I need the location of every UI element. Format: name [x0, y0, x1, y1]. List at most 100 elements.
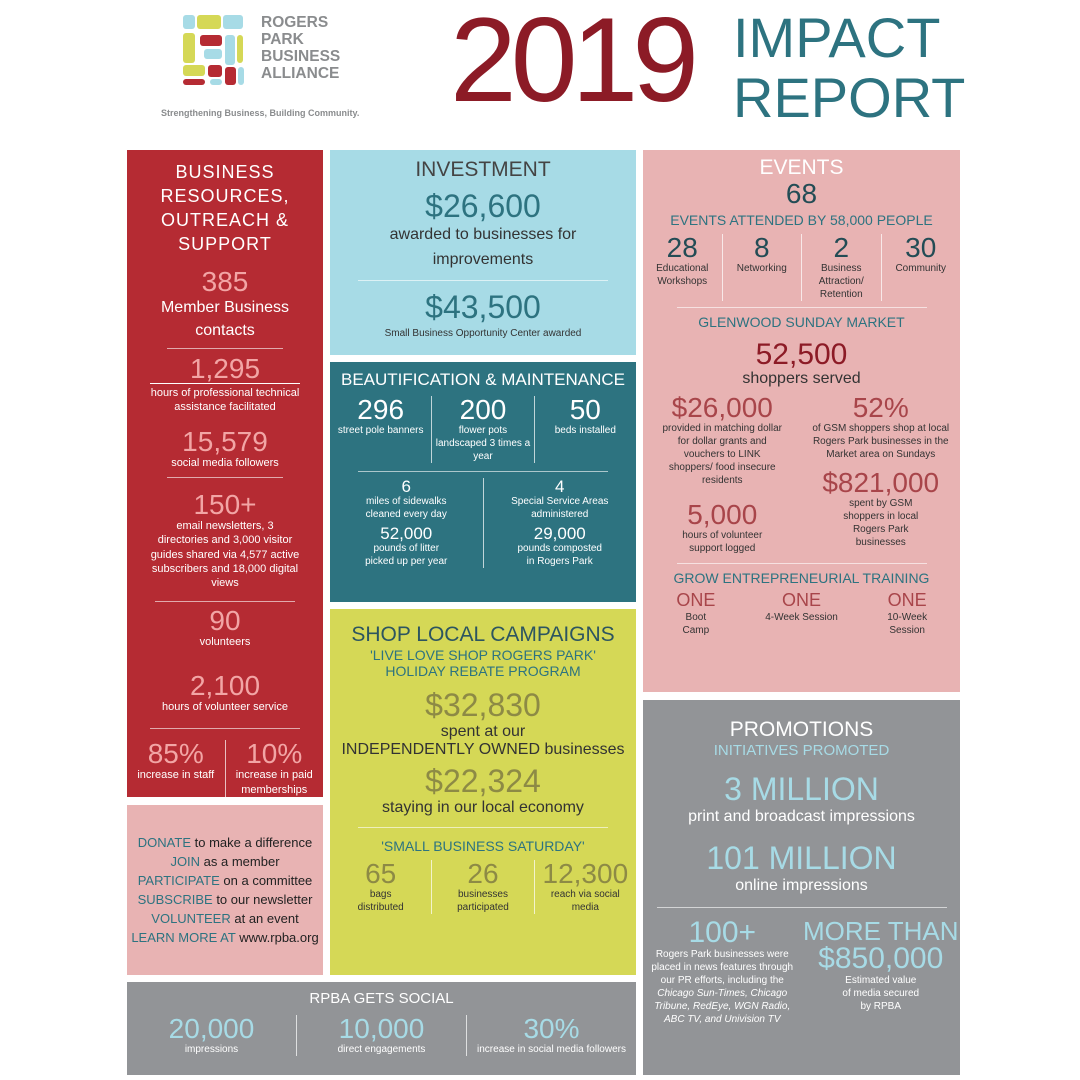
stat-label: hours of volunteer service — [162, 700, 288, 713]
investment-panel: INVESTMENT $26,600 awarded to businesses… — [330, 150, 636, 355]
stat-label: flower pots landscaped 3 times a year — [435, 425, 531, 462]
panel-title: SHOP LOCAL CAMPAIGNS — [351, 623, 615, 646]
stat-label: increase in staff — [137, 769, 215, 782]
title-line: REPORT — [733, 66, 966, 129]
promotions-subtitle: INITIATIVES PROMOTED — [713, 742, 890, 759]
shop-amount: $22,324 — [425, 763, 541, 799]
cta-learn-more-link[interactable]: LEARN MORE AT www.rpba.org — [131, 930, 319, 945]
stat-label: pounds composted in Rogers Park — [517, 543, 602, 567]
stat-number: 6 — [401, 477, 411, 496]
shop-label: INDEPENDENTLY OWNED businesses — [341, 741, 625, 758]
events-panel: EVENTS 68 EVENTS ATTENDED BY 58,000 PEOP… — [643, 150, 960, 692]
investment-label: Small Business Opportunity Center awarde… — [384, 328, 582, 339]
stat-number: 10,000 — [338, 1013, 425, 1044]
stat-number: 10% — [246, 738, 303, 770]
stat-label: hours of professional technical assistan… — [150, 382, 300, 415]
stat-number: 85% — [147, 738, 204, 770]
campaign-name: HOLIDAY REBATE PROGRAM — [385, 663, 581, 679]
stat-number: 52% — [852, 392, 909, 423]
stat-number: 150+ — [193, 489, 257, 521]
stat-prefix: MORE THAN — [802, 916, 959, 946]
investment-amount: $26,600 — [425, 188, 541, 224]
title-line: IMPACT — [733, 6, 941, 69]
promotion-amount: 101 MILLION — [706, 840, 897, 876]
market-shoppers-label: shoppers served — [742, 370, 861, 387]
title-line: OUTREACH & — [160, 210, 289, 230]
promotion-amount: 3 MILLION — [724, 771, 879, 807]
stat-label: bags distributed — [357, 889, 404, 913]
stat-number: 100+ — [688, 916, 757, 949]
stat-label: volunteers — [199, 636, 251, 649]
cta-donate[interactable]: DONATE to make a difference — [137, 835, 313, 850]
stat-number: 90 — [209, 605, 241, 637]
panel-title: INVESTMENT — [415, 158, 551, 181]
sbs-title: 'SMALL BUSINESS SATURDAY' — [381, 838, 585, 854]
org-name-line: ALLIANCE — [261, 65, 340, 82]
stat-label: street pole banners — [337, 425, 424, 436]
cta-subscribe[interactable]: SUBSCRIBE to our newsletter — [137, 892, 313, 907]
stat-label: miles of sidewalks cleaned every day — [365, 496, 447, 520]
stat-label: businesses participated — [457, 889, 509, 913]
org-name-line: BUSINESS — [261, 48, 341, 65]
stat-label: of GSM shoppers shop at local Rogers Par… — [812, 423, 950, 460]
stat-label: Business Attraction/ Retention — [818, 263, 864, 300]
panel-title: BUSINESS RESOURCES, OUTREACH & SUPPORT — [160, 160, 289, 256]
stat-number: 1,295 — [189, 352, 261, 384]
title-line: BUSINESS — [175, 162, 275, 182]
stat-label: Community — [895, 263, 947, 274]
title-line: RESOURCES, — [160, 186, 290, 206]
stat-number: $850,000 — [818, 942, 944, 975]
stat-number: 4 — [555, 477, 565, 496]
stat-number: 52,000 — [380, 524, 433, 543]
stat-number: $26,000 — [671, 392, 773, 423]
panel-title: PROMOTIONS — [729, 718, 874, 741]
stat-label: social media followers — [171, 457, 279, 470]
report-title: IMPACT REPORT — [733, 8, 965, 128]
stat-number: 28 — [666, 232, 698, 263]
stat-label: Member Business contacts — [160, 299, 290, 339]
stat-label: email newsletters, 3 directories and 3,0… — [150, 520, 300, 590]
stat-label: 10-Week Session — [887, 612, 928, 636]
stat-number: 12,300 — [542, 858, 629, 889]
stat-label: Rogers Park businesses were placed in ne… — [651, 949, 794, 986]
stat-number: 2 — [833, 232, 850, 263]
logo-mark — [183, 15, 244, 85]
events-subtitle: EVENTS ATTENDED BY 58,000 PEOPLE — [670, 212, 933, 228]
investment-label: awarded to businesses for improvements — [389, 226, 577, 268]
cta-volunteer[interactable]: VOLUNTEER at an event — [151, 911, 299, 926]
stat-label: reach via social media — [550, 889, 620, 913]
shop-local-panel: SHOP LOCAL CAMPAIGNS 'LIVE LOVE SHOP ROG… — [330, 609, 636, 975]
report-year: 2019 — [450, 0, 699, 127]
stat-number: 20,000 — [168, 1013, 255, 1044]
market-shoppers: 52,500 — [755, 338, 848, 371]
stat-number: 26 — [467, 858, 499, 889]
panel-title: BEAUTIFICATION & MAINTENANCE — [341, 370, 625, 389]
stat-number: ONE — [887, 590, 927, 610]
stat-number: 15,579 — [182, 426, 268, 458]
stat-number: 5,000 — [687, 499, 758, 530]
stat-number: 30 — [905, 232, 937, 263]
investment-amount: $43,500 — [425, 289, 541, 325]
promotions-panel: PROMOTIONS INITIATIVES PROMOTED 3 MILLIO… — [643, 700, 960, 1075]
campaign-name: 'LIVE LOVE SHOP ROGERS PARK' — [370, 647, 596, 663]
stat-label: spent by GSM shoppers in local Rogers Pa… — [843, 498, 919, 548]
stat-label: impressions — [184, 1044, 239, 1055]
beautification-panel: BEAUTIFICATION & MAINTENANCE 296 street p… — [330, 362, 636, 602]
shop-label: spent at our — [440, 723, 526, 740]
tagline: Strengthening Business, Building Communi… — [161, 108, 360, 118]
panel-title: RPBA GETS SOCIAL — [309, 990, 454, 1007]
promotion-label: print and broadcast impressions — [688, 808, 915, 825]
stat-number: ONE — [782, 590, 822, 610]
cta-participate[interactable]: PARTICIPATE on a committee — [137, 873, 313, 888]
stat-label: provided in matching dollar for dollar g… — [662, 423, 782, 486]
cta-join[interactable]: JOIN as a member — [170, 854, 280, 869]
stat-number: 2,100 — [189, 669, 261, 701]
stat-label: Special Service Areas administered — [511, 496, 609, 520]
events-total: 68 — [785, 178, 818, 209]
org-name: ROGERS PARK BUSINESS ALLIANCE — [261, 14, 340, 82]
panel-title: EVENTS — [759, 156, 844, 179]
stat-number: 200 — [459, 394, 507, 425]
promotion-label: online impressions — [735, 877, 868, 894]
market-title: GLENWOOD SUNDAY MARKET — [698, 314, 905, 330]
stat-number: 296 — [357, 394, 405, 425]
